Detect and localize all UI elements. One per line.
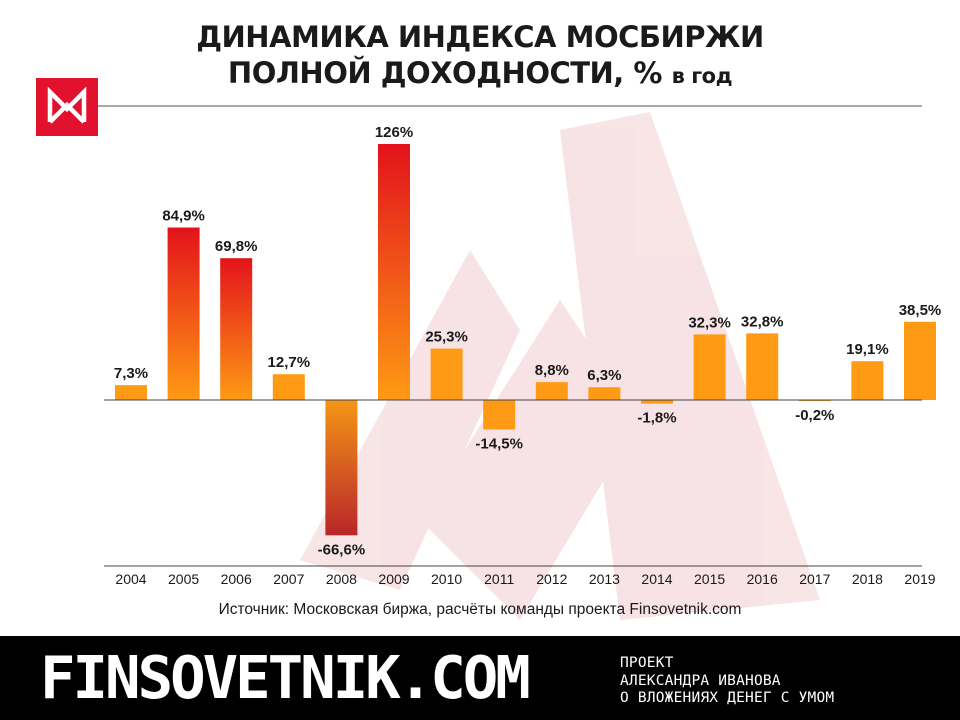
x-tick-label: 2011 (484, 571, 514, 587)
chart-title-line-2: ПОЛНОЙ ДОХОДНОСТИ, % в год (0, 56, 960, 90)
x-tick-label: 2012 (536, 571, 567, 587)
bar-2013 (588, 387, 621, 400)
footer-banner: FINSOVETNIK.COM ПРОЕКТ АЛЕКСАНДРА ИВАНОВ… (0, 636, 960, 720)
x-tick-label: 2014 (641, 571, 672, 587)
chart-title-line-1: ДИНАМИКА ИНДЕКСА МОСБИРЖИ (196, 20, 764, 54)
brand-tagline: ПРОЕКТ АЛЕКСАНДРА ИВАНОВА О ВЛОЖЕНИЯХ ДЕ… (620, 655, 834, 708)
x-tick-label: 2008 (326, 571, 357, 587)
bar-2015 (693, 334, 726, 400)
brand-wordmark: FINSOVETNIK.COM (40, 643, 531, 712)
bar-value-label: 8,8% (535, 362, 569, 379)
x-tick-label: 2013 (589, 571, 620, 587)
bar-2012 (535, 382, 568, 400)
bar-2005 (167, 227, 200, 400)
bar-value-label: 12,7% (268, 354, 311, 371)
bar-value-label: 32,8% (741, 313, 784, 330)
bar-value-label: 25,3% (425, 329, 468, 346)
x-tick-label: 2007 (273, 571, 304, 587)
bar-value-label: 19,1% (846, 341, 889, 358)
bar-2010 (430, 348, 463, 400)
x-tick-label: 2016 (747, 571, 778, 587)
x-tick-label: 2019 (904, 571, 935, 587)
bar-value-label: 7,3% (114, 365, 148, 382)
x-tick-label: 2005 (168, 571, 199, 587)
x-tick-label: 2010 (431, 571, 462, 587)
bar-2008 (325, 400, 358, 536)
bar-value-label: -66,6% (318, 541, 366, 558)
chart-title-unit: в год (671, 64, 733, 88)
chart: 7,3% 84,9% 69,8% 12,7% -66,6% 126% 25,3% -14,5%… (98, 105, 942, 620)
bar-2009 (378, 144, 410, 400)
bar-value-label: 69,8% (215, 238, 258, 255)
bar-value-label: -14,5% (475, 435, 523, 452)
chart-title-main: ПОЛНОЙ ДОХОДНОСТИ, % (227, 56, 663, 90)
bar-value-label: 6,3% (587, 367, 621, 384)
bar-value-label: 38,5% (899, 302, 942, 319)
bar-2016 (746, 333, 779, 400)
bar-2004 (115, 385, 147, 400)
tagline-line: О ВЛОЖЕНИЯХ ДЕНЕГ С УМОМ (620, 690, 835, 706)
bar-2014 (641, 400, 673, 404)
bar-2019 (904, 321, 936, 400)
bar-value-label: 32,3% (688, 314, 731, 331)
x-tick-label: 2017 (799, 571, 830, 587)
x-tick-label: 2006 (221, 571, 252, 587)
bar-value-label: 84,9% (162, 208, 205, 225)
bar-2011 (483, 400, 516, 430)
x-tick-label: 2018 (852, 571, 883, 587)
bar-value-label: -0,2% (795, 407, 834, 424)
x-tick-label: 2015 (694, 571, 725, 587)
source-note: Источник: Московская биржа, расчёты кома… (218, 601, 742, 618)
bar-2007 (272, 374, 305, 400)
tagline-line: ПРОЕКТ (620, 655, 674, 671)
bar-value-label: -1,8% (637, 410, 676, 427)
x-tick-label: 2004 (115, 571, 146, 587)
tagline-line: АЛЕКСАНДРА ИВАНОВА (620, 672, 781, 689)
moex-logo-icon (36, 78, 98, 136)
x-tick-label: 2009 (378, 571, 409, 587)
bar-value-label: 126% (375, 124, 413, 141)
bar-2018 (851, 361, 884, 400)
bar-2006 (220, 258, 253, 400)
